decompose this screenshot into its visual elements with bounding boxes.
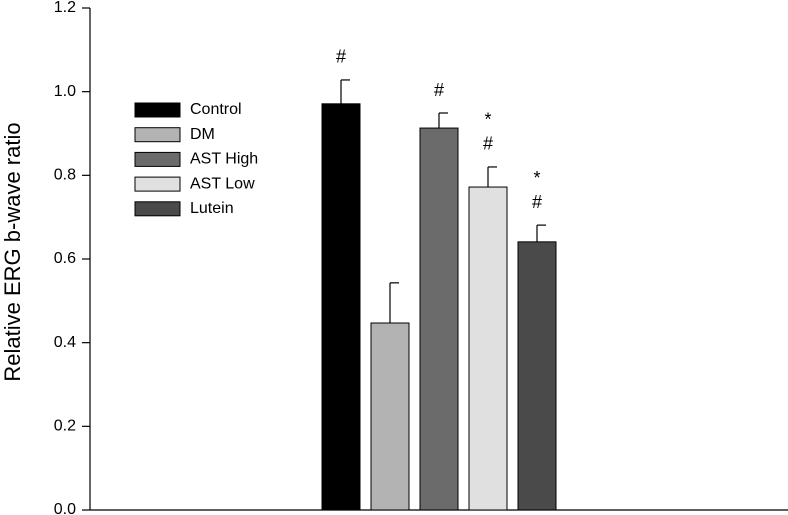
legend-swatch: [134, 127, 181, 143]
bar: [468, 186, 508, 511]
annotation: #: [434, 80, 444, 100]
y-tick-label: 0.6: [54, 250, 76, 267]
legend-label: Control: [190, 101, 242, 118]
legend-label: Lutein: [190, 200, 234, 217]
y-tick-label: 0.0: [54, 501, 76, 515]
y-axis-label: Relative ERG b-wave ratio: [0, 122, 25, 381]
legend-swatch: [134, 201, 181, 217]
bar: [321, 103, 361, 511]
legend-label: AST Low: [190, 175, 255, 192]
y-tick-label: 0.4: [54, 334, 76, 351]
y-tick-label: 1.2: [54, 0, 76, 16]
bar: [517, 241, 557, 511]
legend-label: DM: [190, 126, 215, 143]
legend-swatch: [134, 176, 181, 192]
annotation: *: [533, 168, 540, 188]
bar: [370, 322, 410, 511]
annotation: #: [483, 134, 493, 154]
legend-swatch: [134, 151, 181, 167]
bar: [419, 127, 459, 511]
y-tick-label: 1.0: [54, 83, 76, 100]
annotation: *: [484, 110, 491, 130]
y-tick-label: 0.2: [54, 418, 76, 435]
annotation: #: [336, 47, 346, 67]
y-tick-label: 0.8: [54, 167, 76, 184]
legend-label: AST High: [190, 151, 258, 168]
legend-swatch: [134, 102, 181, 118]
annotation: #: [532, 192, 542, 212]
